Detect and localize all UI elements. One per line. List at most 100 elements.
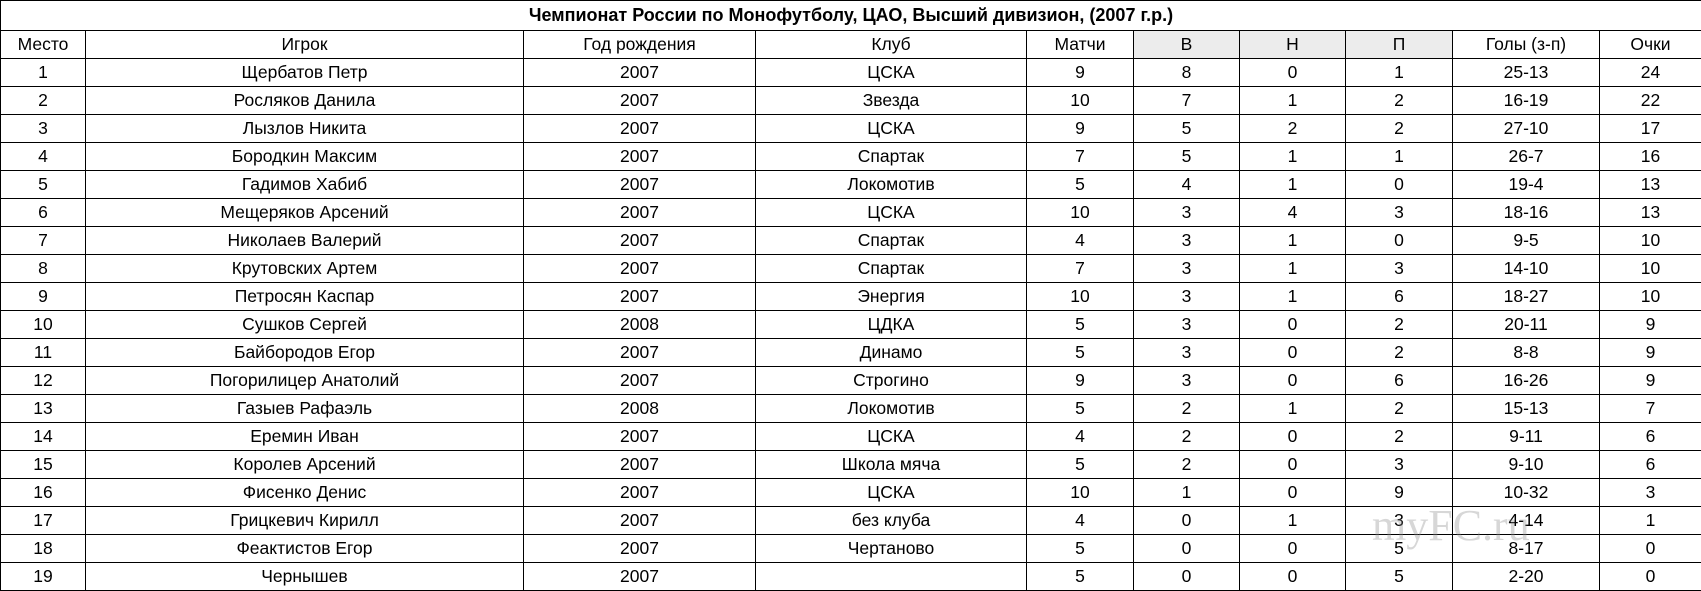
cell: ЦСКА xyxy=(756,423,1027,451)
cell: 8-8 xyxy=(1453,339,1600,367)
cell: Строгино xyxy=(756,367,1027,395)
cell: Бородкин Максим xyxy=(86,143,524,171)
cell: 1 xyxy=(1134,479,1240,507)
cell: 8 xyxy=(1134,59,1240,87)
cell: 9 xyxy=(1027,59,1134,87)
cell: 6 xyxy=(1346,367,1453,395)
cell: 18-27 xyxy=(1453,283,1600,311)
title-row: Чемпионат России по Монофутболу, ЦАО, Вы… xyxy=(1,1,1701,31)
cell: 16-26 xyxy=(1453,367,1600,395)
cell: 6 xyxy=(1346,283,1453,311)
cell: 9 xyxy=(1027,367,1134,395)
cell: 10 xyxy=(1027,479,1134,507)
cell: 2 xyxy=(1346,115,1453,143)
cell: 7 xyxy=(1134,87,1240,115)
header-cell: Очки xyxy=(1600,31,1701,59)
cell: 9 xyxy=(1600,339,1701,367)
cell: 0 xyxy=(1240,451,1346,479)
cell: 2 xyxy=(1346,339,1453,367)
cell: 5 xyxy=(1,171,86,199)
cell: 11 xyxy=(1,339,86,367)
cell: 3 xyxy=(1346,199,1453,227)
cell: 6 xyxy=(1,199,86,227)
cell: 0 xyxy=(1240,535,1346,563)
cell: 2007 xyxy=(524,171,756,199)
cell: 1 xyxy=(1346,143,1453,171)
header-cell: Место xyxy=(1,31,86,59)
cell: 5 xyxy=(1027,535,1134,563)
header-cell: Матчи xyxy=(1027,31,1134,59)
cell: 2007 xyxy=(524,59,756,87)
header-cell: Голы (з-п) xyxy=(1453,31,1600,59)
header-cell: В xyxy=(1134,31,1240,59)
cell: 2007 xyxy=(524,367,756,395)
cell: 2 xyxy=(1346,87,1453,115)
cell: Звезда xyxy=(756,87,1027,115)
cell: Байбородов Егор xyxy=(86,339,524,367)
cell: 13 xyxy=(1,395,86,423)
cell: 10 xyxy=(1,311,86,339)
cell: ЦДКА xyxy=(756,311,1027,339)
cell: 2007 xyxy=(524,87,756,115)
cell: 2 xyxy=(1134,395,1240,423)
cell: 5 xyxy=(1346,563,1453,591)
header-cell: Клуб xyxy=(756,31,1027,59)
cell: 0 xyxy=(1134,563,1240,591)
cell: 3 xyxy=(1134,227,1240,255)
cell: 9-11 xyxy=(1453,423,1600,451)
cell: 2007 xyxy=(524,339,756,367)
cell: 14 xyxy=(1,423,86,451)
cell: 0 xyxy=(1134,535,1240,563)
header-cell: П xyxy=(1346,31,1453,59)
cell: 9-5 xyxy=(1453,227,1600,255)
cell: 20-11 xyxy=(1453,311,1600,339)
cell: ЦСКА xyxy=(756,59,1027,87)
cell: 0 xyxy=(1240,59,1346,87)
cell: 2007 xyxy=(524,563,756,591)
cell: 2-20 xyxy=(1453,563,1600,591)
cell: 2007 xyxy=(524,423,756,451)
cell: 15-13 xyxy=(1453,395,1600,423)
cell: 5 xyxy=(1027,451,1134,479)
cell: Росляков Данила xyxy=(86,87,524,115)
cell: 2 xyxy=(1134,451,1240,479)
cell: 9 xyxy=(1600,311,1701,339)
cell: 0 xyxy=(1240,339,1346,367)
cell: Спартак xyxy=(756,227,1027,255)
cell: 13 xyxy=(1600,199,1701,227)
cell: 6 xyxy=(1600,423,1701,451)
cell: 7 xyxy=(1027,143,1134,171)
cell: Школа мяча xyxy=(756,451,1027,479)
cell: 4 xyxy=(1,143,86,171)
cell: 2008 xyxy=(524,395,756,423)
cell: 2007 xyxy=(524,227,756,255)
cell: 4 xyxy=(1027,507,1134,535)
cell: Спартак xyxy=(756,143,1027,171)
cell: Королев Арсений xyxy=(86,451,524,479)
cell: 7 xyxy=(1600,395,1701,423)
cell: 10 xyxy=(1027,87,1134,115)
cell: 5 xyxy=(1027,171,1134,199)
cell: Локомотив xyxy=(756,395,1027,423)
cell: 16 xyxy=(1600,143,1701,171)
cell: 3 xyxy=(1134,283,1240,311)
cell: 9 xyxy=(1027,115,1134,143)
cell: 5 xyxy=(1134,115,1240,143)
cell: 2007 xyxy=(524,255,756,283)
cell: 2 xyxy=(1346,423,1453,451)
cell: Николаев Валерий xyxy=(86,227,524,255)
cell: 17 xyxy=(1,507,86,535)
cell: 5 xyxy=(1027,339,1134,367)
cell: 2007 xyxy=(524,283,756,311)
cell: 2 xyxy=(1346,395,1453,423)
cell: 2 xyxy=(1346,311,1453,339)
cell: 3 xyxy=(1600,479,1701,507)
